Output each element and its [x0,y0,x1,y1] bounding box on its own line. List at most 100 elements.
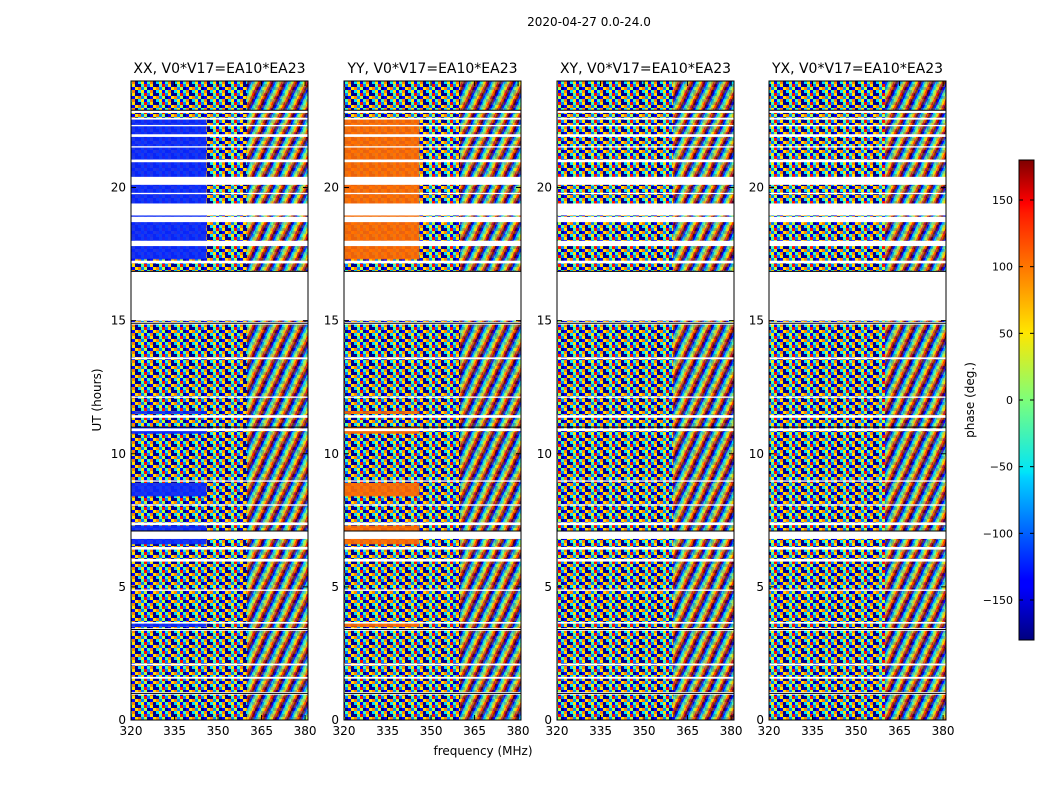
x-tick-label: 320 [546,724,569,738]
x-axis-label: frequency (MHz) [433,744,532,758]
x-tick-label: 320 [758,724,781,738]
flagged-gap [557,480,734,482]
x-tick-label: 320 [120,724,143,738]
colorbar: −150 −100 −50 0 50 100 150 phase (deg.) [963,159,1035,641]
flagged-gap [557,663,734,666]
colorbar-tick-label: 50 [999,327,1013,340]
panel-title: YX, V0*V17=EA10*EA23 [771,61,943,77]
x-tick-label: 335 [163,724,186,738]
colorbar-tick-label: 100 [992,261,1013,274]
flagged-gap [557,589,734,591]
y-tick-label: 20 [111,181,126,195]
y-tick-label: 15 [537,314,552,328]
panel-title: XX, V0*V17=EA10*EA23 [133,61,305,77]
flagged-gap [344,396,521,398]
y-tick-label: 15 [749,314,764,328]
flagged-gap [131,124,308,127]
flagged-gap [131,146,308,148]
flagged-gap [557,271,734,321]
flagged-gap [344,216,521,223]
y-tick-label: 20 [324,181,339,195]
flagged-gap [557,240,734,247]
flagged-gap [769,480,946,482]
flagged-gap [344,415,521,418]
flagged-gap [769,415,946,418]
flagged-gap [131,546,308,550]
x-tick-label: 320 [333,724,356,738]
flagged-gap [557,176,734,185]
y-tick-label: 0 [331,713,339,727]
colorbar-ticks: −150 −100 −50 0 50 100 150 [983,194,1034,607]
panel-frame [556,80,735,721]
y-tick-label: 10 [537,447,552,461]
x-tick-label: 335 [589,724,612,738]
y-tick-label: 0 [118,713,126,727]
flagged-gap [131,192,308,195]
flagged-gap [344,522,521,526]
y-axis-label: UT (hours) [90,368,104,431]
x-tick-label: 365 [676,724,699,738]
solid-phase-block [344,411,420,414]
flagged-gap [769,428,946,432]
flagged-gap [131,663,308,666]
flagged-gap [557,357,734,360]
flagged-gap [557,146,734,148]
flagged-gap [131,260,308,264]
flagged-gap [131,480,308,482]
panel-yx: YX, V0*V17=EA10*EA23 320 335 350 365 380 0 5 10 1… [749,61,955,738]
flagged-gap [557,110,734,113]
flagged-gap [131,428,308,432]
x-tick-label: 380 [720,724,743,738]
flagged-gap [131,396,308,398]
y-tick-label: 5 [118,580,126,594]
panel-xy-image [557,81,734,720]
flagged-gap [557,260,734,264]
flagged-gap [344,558,521,562]
flagged-gap [769,357,946,360]
flagged-gap [131,415,308,418]
flagged-gap [769,271,946,321]
flagged-gap [769,192,946,195]
flagged-gap [557,504,734,506]
colorbar-tick-label: −150 [983,594,1013,607]
colorbar-tick-label: 150 [992,194,1013,207]
panel-yx-image [769,81,946,720]
flagged-gap [344,203,521,216]
flagged-gap [557,558,734,562]
y-tick-label: 20 [749,181,764,195]
x-tick-label: 350 [420,724,443,738]
flagged-gap [769,110,946,113]
y-tick-label: 0 [544,713,552,727]
flagged-gap [557,415,734,418]
flagged-gap [769,146,946,148]
figure-suptitle: 2020-04-27 0.0-24.0 [527,15,651,29]
flagged-gap [769,176,946,185]
flagged-gap [131,558,308,562]
flagged-gap [769,530,946,539]
flagged-gap [769,117,946,120]
colorbar-label: phase (deg.) [963,362,977,438]
y-tick-label: 5 [544,580,552,594]
flagged-gap [344,428,521,432]
colorbar-tick-label: 0 [1006,394,1013,407]
flagged-gap [344,676,521,679]
solid-phase-block [344,118,420,260]
flagged-gap [557,216,734,223]
colorbar-tick-label: −100 [983,527,1013,540]
flagged-gap [344,159,521,163]
panels-group: XX, V0*V17=EA10*EA23 320 335 350 365 380 0 5 10 1… [111,61,955,738]
flagged-gap [131,589,308,591]
flagged-gap [557,159,734,163]
flagged-gap [131,110,308,113]
flagged-gap [557,117,734,120]
flagged-gap [769,589,946,591]
panel-xx-image [131,81,308,720]
panel-xx: XX, V0*V17=EA10*EA23 320 335 350 365 380 0 5 10 1… [111,61,317,738]
phase-fringe-layer [460,81,521,720]
flagged-gap [557,396,734,398]
x-tick-label: 350 [845,724,868,738]
x-tick-label: 365 [463,724,486,738]
solid-phase-block [131,483,207,497]
y-tick-label: 10 [111,447,126,461]
